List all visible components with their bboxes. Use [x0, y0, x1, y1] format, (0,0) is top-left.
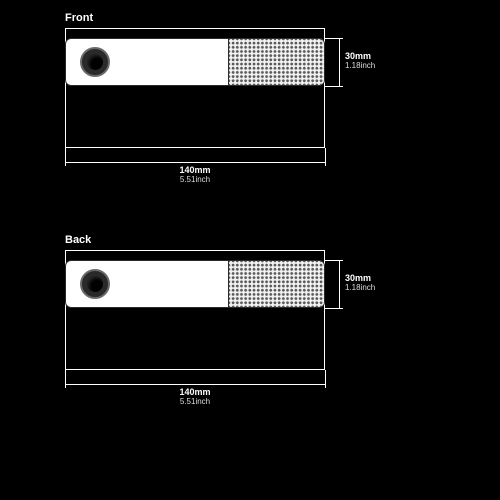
camera-lens-front — [80, 47, 110, 77]
spec-canvas: Front 140mm5.51inch 30mm1.18inch Back 140mm5… — [0, 0, 500, 500]
view-title-front: Front — [65, 12, 93, 24]
camera-aperture-icon — [87, 276, 103, 292]
dim-tick — [325, 38, 343, 39]
dim-tick — [325, 148, 326, 166]
camera-lens-back — [80, 269, 110, 299]
dim-tick — [325, 260, 343, 261]
dim-line-width-back — [65, 384, 325, 385]
view-title-back: Back — [65, 234, 91, 246]
dim-label-width-back: 140mm5.51inch — [65, 388, 325, 407]
dim-line-height-front — [339, 38, 340, 86]
dim-tick — [65, 370, 66, 388]
dim-tick — [325, 308, 343, 309]
camera-aperture-icon — [87, 54, 103, 70]
dim-tick — [325, 370, 326, 388]
dim-tick — [325, 86, 343, 87]
speaker-grille-front — [228, 39, 324, 85]
dim-label-width-front: 140mm5.51inch — [65, 166, 325, 185]
dim-label-height-front: 30mm1.18inch — [345, 52, 405, 71]
dim-line-height-back — [339, 260, 340, 308]
dim-line-width-front — [65, 162, 325, 163]
dim-tick — [65, 148, 66, 166]
dim-label-height-back: 30mm1.18inch — [345, 274, 405, 293]
speaker-grille-back — [228, 261, 324, 307]
